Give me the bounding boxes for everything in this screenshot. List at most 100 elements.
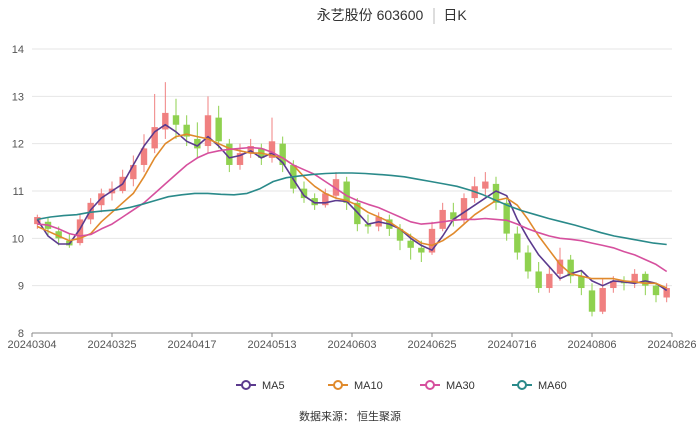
legend-item-ma60[interactable]: MA60: [512, 380, 567, 392]
candle-body: [332, 179, 340, 196]
legend: MA5 MA10 MA30 MA60: [236, 380, 567, 392]
grid: [32, 48, 672, 334]
candle: [151, 93, 158, 154]
candle: [599, 278, 606, 315]
candle-body: [642, 273, 649, 286]
legend-label: MA30: [446, 380, 475, 392]
candles: [34, 82, 670, 317]
candle: [194, 122, 201, 158]
candle: [300, 181, 308, 203]
candle-body: [183, 124, 190, 137]
candle: [492, 176, 500, 210]
candle: [162, 82, 169, 139]
candle-body: [300, 188, 308, 199]
data-source: 数据来源： 恒生聚源: [299, 409, 401, 423]
candle-body: [151, 127, 158, 149]
candle-body: [396, 228, 404, 241]
candle: [588, 283, 596, 317]
candle-body: [140, 148, 148, 165]
candle-body: [194, 138, 201, 149]
candle-body: [279, 143, 286, 165]
candle-body: [215, 117, 222, 142]
candle-body: [343, 181, 350, 203]
candle-body: [439, 209, 446, 229]
candle: [652, 283, 660, 303]
y-tick-label: 11: [13, 186, 24, 198]
candle-body: [578, 276, 585, 289]
candle-body: [55, 231, 62, 239]
legend-item-ma5[interactable]: MA5: [236, 380, 285, 392]
candle: [130, 155, 137, 187]
y-tick-label: 9: [18, 281, 24, 293]
candle-body: [524, 252, 532, 272]
y-tick-label: 12: [12, 139, 24, 151]
candle-body: [418, 247, 425, 253]
y-tick-label: 10: [12, 233, 24, 245]
x-tick-label: 20240513: [248, 339, 297, 351]
x-tick-label: 20240417: [168, 339, 217, 351]
candle-body: [407, 240, 414, 248]
candle: [140, 134, 148, 173]
candle-body: [514, 233, 521, 253]
legend-marker: [425, 380, 435, 390]
candle-body: [599, 288, 606, 312]
y-axis-ticks: 8 9 10 11 12 13 14: [12, 44, 24, 340]
candle: [524, 245, 532, 279]
candle-body: [503, 202, 510, 234]
candle-body: [663, 288, 670, 298]
candle-body: [652, 285, 660, 296]
legend-item-ma30[interactable]: MA30: [420, 380, 475, 392]
candle: [471, 176, 478, 203]
x-tick-label: 20240716: [488, 339, 537, 351]
y-tick-label: 8: [18, 328, 24, 340]
candle-body: [204, 115, 212, 147]
x-axis-ticks: 20240304 20240325 20240417 20240513 20240603…: [8, 333, 697, 351]
candle-body: [546, 273, 553, 289]
candle: [226, 138, 233, 173]
x-tick-label: 20240304: [8, 339, 57, 351]
candle: [567, 254, 574, 284]
candle-body: [535, 271, 542, 289]
candle-body: [162, 112, 169, 130]
chart-title: 永艺股份 603600 日K: [317, 7, 467, 24]
candle-body: [322, 193, 329, 206]
candle: [482, 172, 489, 196]
x-tick-label: 20240625: [408, 339, 457, 351]
candle-body: [311, 198, 318, 206]
candle: [450, 202, 457, 227]
candle: [663, 283, 670, 303]
legend-marker: [517, 380, 527, 390]
ma-line-ma5: [36, 123, 668, 292]
candle-body: [98, 193, 105, 206]
candle: [247, 138, 254, 158]
candle-body: [428, 228, 436, 253]
candle: [620, 276, 628, 291]
candle-body: [567, 259, 574, 277]
candle: [514, 226, 521, 260]
candle: [332, 172, 340, 199]
candle-body: [556, 259, 564, 274]
x-tick-label: 20240325: [88, 339, 137, 351]
x-tick-label: 20240603: [328, 339, 377, 351]
candle-body: [492, 183, 500, 203]
x-tick-label: 20240806: [568, 339, 617, 351]
candle: [98, 188, 105, 213]
candle-body: [226, 143, 233, 165]
stock-title: 永艺股份 603600: [317, 7, 424, 23]
candle-body: [236, 153, 244, 165]
candle: [439, 202, 446, 232]
candle-body: [364, 224, 372, 227]
x-tick-label: 20240826: [648, 339, 697, 351]
candle: [631, 269, 638, 289]
candle: [279, 136, 286, 173]
ma-line-ma10: [36, 133, 668, 289]
y-tick-label: 13: [12, 91, 24, 103]
candle-body: [588, 290, 596, 312]
legend-marker: [333, 380, 343, 390]
candle: [418, 240, 425, 262]
legend-item-ma10[interactable]: MA10: [328, 380, 383, 392]
candle-body: [76, 219, 84, 244]
candle-body: [130, 164, 137, 180]
y-tick-label: 14: [12, 44, 24, 56]
candle-body: [610, 280, 617, 289]
